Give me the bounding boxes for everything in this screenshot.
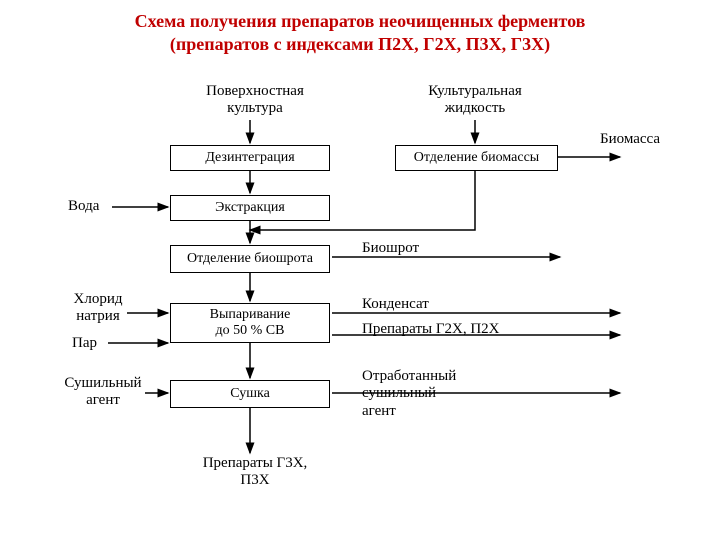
label-bioshrot: Биошрот: [362, 240, 419, 257]
node-bioshrot-sep: Отделение биошрота: [170, 245, 330, 273]
label-culture-liquid: Культуральнаяжидкость: [415, 83, 535, 118]
node-drying: Сушка: [170, 380, 330, 408]
label-prep-g2p2: Препараты Г2Х, П2Х: [362, 321, 500, 338]
label-condensate: Конденсат: [362, 296, 429, 313]
title-line1: Схема получения препаратов неочищенных ф…: [135, 11, 586, 31]
title-line2: (препаратов с индексами П2Х, Г2Х, П3Х, Г…: [170, 34, 550, 54]
node-disintegration: Дезинтеграция: [170, 145, 330, 171]
label-final: Препараты Г3Х,П3Х: [185, 455, 325, 490]
label-water: Вода: [68, 198, 99, 215]
flowchart-canvas: Поверхностнаякультура Культуральнаяжидко…: [0, 65, 720, 540]
node-extraction: Экстракция: [170, 195, 330, 221]
node-evaporation: Выпариваниедо 50 % СВ: [170, 303, 330, 343]
label-nacl: Хлориднатрия: [68, 291, 128, 326]
label-surface-culture: Поверхностнаякультура: [195, 83, 315, 118]
label-spent-dryer: Отработанныйсушильныйагент: [362, 368, 492, 420]
label-biomass: Биомасса: [590, 131, 670, 148]
node-biomass-sep: Отделение биомассы: [395, 145, 558, 171]
label-steam: Пар: [72, 335, 97, 352]
label-dryer: Сушильныйагент: [58, 375, 148, 410]
